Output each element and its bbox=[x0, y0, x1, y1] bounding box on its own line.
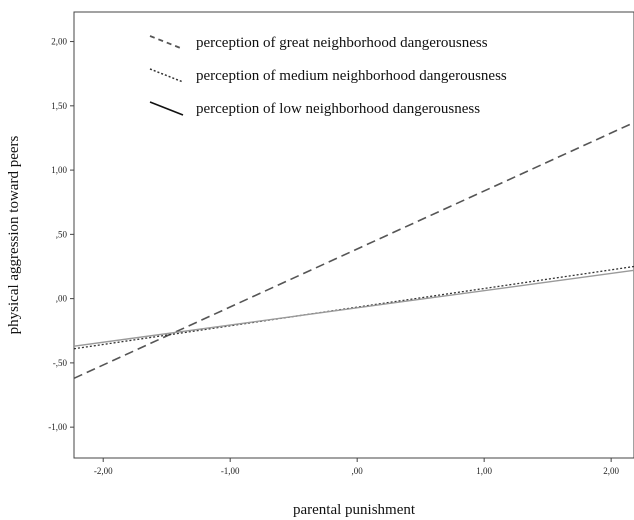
legend-label: perception of great neighborhood dangero… bbox=[196, 35, 488, 51]
legend-swatch-dotted bbox=[149, 68, 184, 83]
y-tick-label: ,50 bbox=[56, 229, 68, 239]
y-tick-label: -1,00 bbox=[48, 422, 67, 432]
y-tick-label: 1,00 bbox=[51, 165, 67, 175]
legend-swatch-solid bbox=[149, 101, 184, 116]
legend-swatch-dashed bbox=[149, 35, 184, 50]
x-tick-label: -1,00 bbox=[221, 466, 240, 476]
y-tick-label: -,50 bbox=[53, 358, 68, 368]
x-tick-label: ,00 bbox=[352, 466, 364, 476]
y-tick-label: ,00 bbox=[56, 294, 68, 304]
series-line-solid bbox=[73, 269, 634, 347]
legend-label: perception of low neighborhood dangerous… bbox=[196, 101, 480, 117]
series-lines bbox=[73, 121, 634, 380]
x-axis-title: parental punishment bbox=[293, 502, 416, 518]
y-axis-title: physical aggression toward peers bbox=[6, 135, 22, 334]
y-tick-label: 1,50 bbox=[51, 101, 67, 111]
legend: perception of great neighborhood dangero… bbox=[149, 35, 507, 117]
y-tick-label: 2,00 bbox=[51, 37, 67, 47]
axis-ticks: 2,00 1,50 1,00 ,50 ,00 -,50 -1,00 -2,00 -1,00 ,00… bbox=[48, 37, 619, 476]
x-tick-label: 1,00 bbox=[476, 466, 492, 476]
x-tick-label: -2,00 bbox=[94, 466, 113, 476]
plot-area bbox=[73, 11, 634, 459]
series-line-dashed bbox=[73, 121, 634, 380]
x-tick-label: 2,00 bbox=[603, 466, 619, 476]
legend-label: perception of medium neighborhood danger… bbox=[196, 68, 507, 84]
